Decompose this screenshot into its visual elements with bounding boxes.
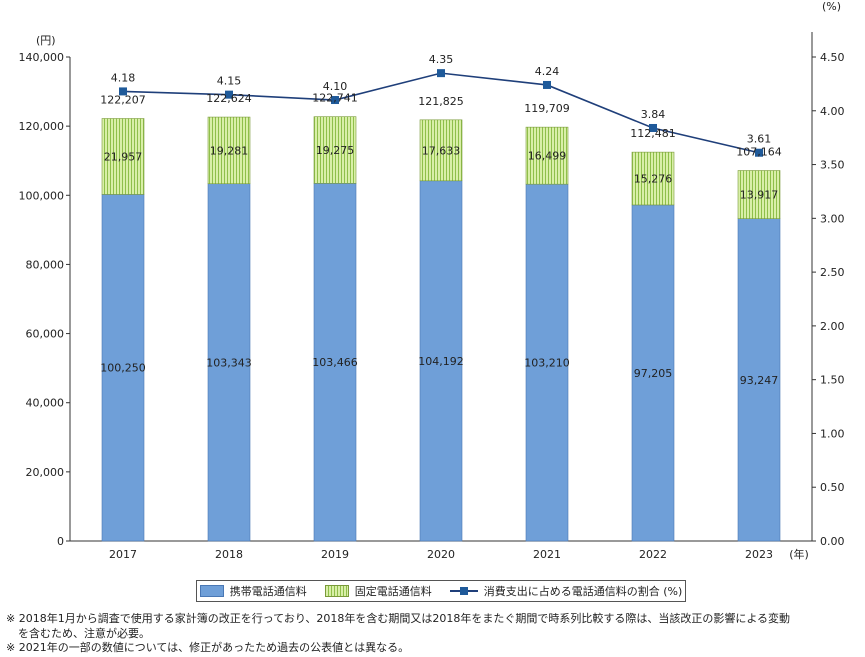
right-axis-unit: (%)	[822, 0, 841, 13]
x-tick-label: 2018	[215, 548, 243, 561]
ratio-value-label: 4.24	[535, 65, 560, 78]
legend-item-mobile: 携帯電話通信料	[199, 583, 307, 599]
left-tick-label: 60,000	[26, 328, 65, 341]
left-tick-label: 20,000	[26, 466, 65, 479]
bar-value-fixed: 13,917	[740, 189, 779, 202]
ratio-point	[755, 148, 763, 157]
bar-fixed	[737, 170, 781, 219]
ratio-point	[649, 123, 657, 132]
bar-total-label: 122,624	[206, 92, 252, 105]
bar-mobile	[419, 180, 463, 542]
left-tick-label: 40,000	[26, 397, 65, 410]
bar-value-fixed: 15,276	[634, 173, 673, 186]
x-tick-label: 2019	[321, 548, 349, 561]
legend-swatch-mobile	[199, 585, 224, 597]
x-tick-label: 2022	[639, 548, 667, 561]
x-tick-label: 2017	[109, 548, 137, 561]
ratio-value-label: 3.61	[747, 133, 772, 146]
bar-fixed	[101, 118, 145, 195]
left-tick-label: 120,000	[19, 120, 65, 133]
stacked-bar-line-chart: 0 20,000 40,000 60,000 80,000 100,000 120,000 1…	[19, 0, 845, 561]
bar-value-fixed: 21,957	[104, 150, 143, 163]
footnote-1-cont: を含むため、注意が必要。	[18, 626, 150, 640]
bar-value-fixed: 17,633	[422, 144, 461, 157]
bar-mobile	[207, 183, 251, 542]
right-tick-label: 1.00	[820, 427, 845, 440]
right-tick-label: 1.50	[820, 374, 845, 387]
x-tick-label: 2023	[745, 548, 773, 561]
left-tick-label: 140,000	[19, 51, 65, 64]
ratio-point	[331, 96, 339, 105]
bar-mobile	[737, 218, 781, 542]
data-labels: 100,250 21,957 122,207 103,343 19,281 122,624…	[100, 53, 782, 387]
bar-fixed	[525, 126, 569, 185]
right-tick-label: 2.00	[820, 320, 845, 333]
left-tick-label: 80,000	[26, 258, 65, 271]
x-axis-unit: (年)	[789, 547, 809, 561]
ratio-value-label: 3.84	[641, 108, 666, 121]
bar-value-fixed: 19,275	[316, 144, 355, 157]
left-tick-label: 0	[57, 535, 64, 548]
bar-value-fixed: 16,499	[528, 150, 567, 163]
legend-swatch-fixed	[324, 585, 349, 597]
bar-total-label: 122,207	[100, 94, 146, 107]
bar-total-label: 121,825	[418, 95, 464, 108]
bar-fixed	[631, 151, 675, 206]
right-tick-label: 3.50	[820, 159, 845, 172]
bar-value-mobile: 103,466	[312, 356, 358, 369]
ratio-value-label: 4.15	[217, 75, 242, 88]
legend-item-fixed: 固定電話通信料	[324, 583, 432, 599]
footnote-2: ※ 2021年の一部の数値については、修正があったため過去の公表値とは異なる。	[6, 641, 410, 654]
bar-value-mobile: 93,247	[740, 374, 779, 387]
ratio-value-label: 4.10	[323, 80, 348, 93]
bar-total-label: 107,164	[736, 146, 782, 159]
bars	[101, 116, 781, 542]
bar-mobile	[631, 204, 675, 542]
bar-value-mobile: 104,192	[418, 355, 464, 368]
left-tick-label: 100,000	[19, 189, 65, 202]
ratio-point	[543, 80, 551, 89]
bar-value-mobile: 103,343	[206, 356, 252, 369]
right-tick-label: 3.00	[820, 212, 845, 225]
footnote-1: ※ 2018年1月から調査で使用する家計簿の改正を行っており、2018年を含む期…	[6, 612, 791, 625]
ratio-line	[119, 69, 763, 157]
right-tick-label: 4.50	[820, 51, 845, 64]
legend-label-mobile: 携帯電話通信料	[229, 585, 307, 598]
bar-fixed	[419, 119, 463, 182]
ratio-point	[225, 90, 233, 99]
legend-swatch-ratio	[449, 586, 478, 596]
right-tick-label: 0.50	[820, 481, 845, 494]
bar-fixed	[313, 116, 357, 184]
axes: 0 20,000 40,000 60,000 80,000 100,000 120,000 1…	[19, 0, 845, 561]
bar-fixed	[207, 116, 251, 185]
ratio-value-label: 4.35	[429, 53, 454, 66]
bar-total-label: 122,741	[312, 92, 358, 105]
x-tick-label: 2021	[533, 548, 561, 561]
bar-mobile	[525, 183, 569, 542]
right-tick-label: 0.00	[820, 535, 845, 548]
bar-total-label: 119,709	[524, 102, 570, 115]
ratio-point	[437, 69, 445, 78]
bar-value-fixed: 19,281	[210, 144, 249, 157]
footnotes: ※ 2018年1月から調査で使用する家計簿の改正を行っており、2018年を含む期…	[6, 612, 862, 656]
legend-item-ratio: 消費支出に占める電話通信料の割合 (%)	[449, 583, 683, 599]
legend: 携帯電話通信料 固定電話通信料 消費支出に占める電話通信料の割合 (%)	[196, 580, 686, 602]
bar-value-mobile: 100,250	[100, 362, 146, 375]
bar-value-mobile: 103,210	[524, 357, 570, 370]
x-tick-label: 2020	[427, 548, 455, 561]
ratio-point	[119, 87, 127, 96]
legend-label-ratio: 消費支出に占める電話通信料の割合 (%)	[483, 585, 683, 598]
left-axis-unit: (円)	[36, 34, 56, 47]
legend-label-fixed: 固定電話通信料	[354, 585, 432, 598]
bar-value-mobile: 97,205	[634, 367, 673, 380]
ratio-value-label: 4.18	[111, 71, 136, 84]
bar-total-label: 112,481	[630, 127, 676, 140]
right-tick-label: 4.00	[820, 105, 845, 118]
right-tick-label: 2.50	[820, 266, 845, 279]
